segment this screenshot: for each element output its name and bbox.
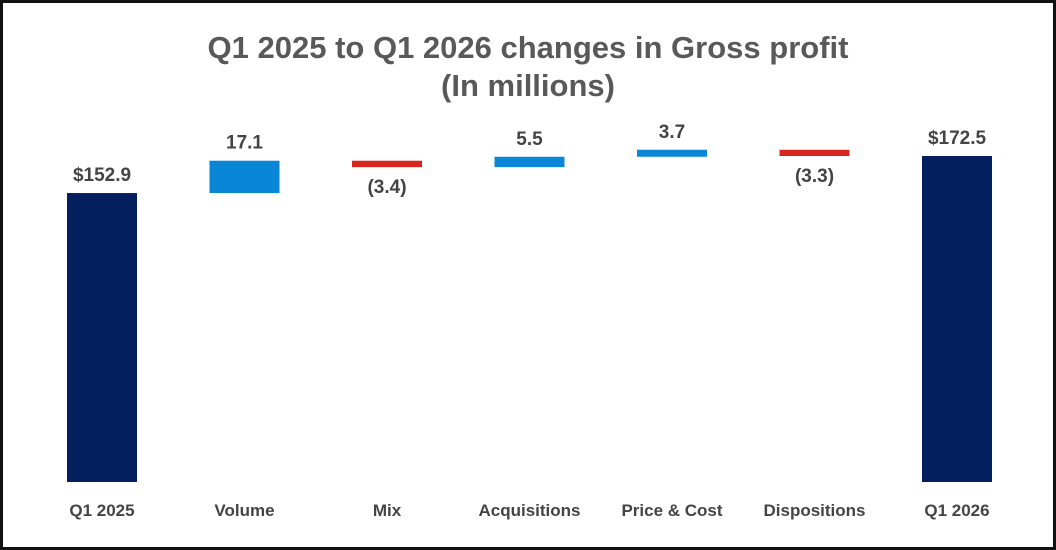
category-label-acquisitions: Acquisitions xyxy=(478,501,580,520)
category-label-volume: Volume xyxy=(214,501,274,520)
data-label-q1-2026: $172.5 xyxy=(928,128,987,149)
data-label-q1-2025: $152.9 xyxy=(73,165,131,186)
bar-price-cost xyxy=(637,149,707,157)
bar-acquisitions xyxy=(494,156,565,168)
chart-title-line-2: (In millions) xyxy=(441,68,615,103)
category-label-price-cost: Price & Cost xyxy=(621,501,722,520)
category-label-q1-2025: Q1 2025 xyxy=(69,501,134,520)
bar-volume xyxy=(209,160,280,194)
category-label-mix: Mix xyxy=(373,501,402,520)
data-label-acquisitions: 5.5 xyxy=(516,129,543,150)
chart-title-line-1: Q1 2025 to Q1 2026 changes in Gross prof… xyxy=(207,30,849,65)
data-label-mix: (3.4) xyxy=(367,177,406,198)
bar-q1-2025 xyxy=(67,193,137,483)
data-label-price-cost: 3.7 xyxy=(659,122,685,143)
data-label-volume: 17.1 xyxy=(226,133,263,154)
bar-mix xyxy=(352,160,422,168)
chart-title: Q1 2025 to Q1 2026 changes in Gross prof… xyxy=(3,29,1053,105)
bar-q1-2026 xyxy=(922,156,992,482)
waterfall-chart: $152.9 Q1 2025 17.1 Volume (3.4) Mix 5.5 Acquis… xyxy=(67,122,992,520)
category-label-dispositions: Dispositions xyxy=(763,501,865,520)
data-label-dispositions: (3.3) xyxy=(795,166,834,187)
category-label-q1-2026: Q1 2026 xyxy=(924,501,989,520)
bar-dispositions xyxy=(779,149,850,156)
